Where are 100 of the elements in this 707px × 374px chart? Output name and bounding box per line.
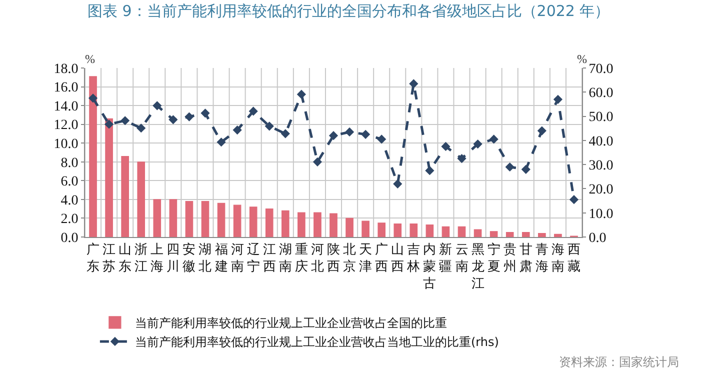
point — [88, 94, 98, 103]
point — [489, 134, 498, 144]
bar — [185, 201, 194, 237]
bar — [554, 234, 562, 237]
bar — [282, 210, 290, 237]
bar — [298, 212, 306, 237]
text: 资料来源：国家统计局 — [559, 355, 679, 369]
x-tick-label: 上海 — [150, 242, 164, 274]
bar — [249, 206, 258, 237]
point — [312, 157, 322, 166]
y2-axis-title: % — [577, 52, 587, 66]
point — [296, 90, 306, 99]
point — [409, 79, 418, 88]
point — [393, 179, 402, 188]
legend-label: 当前产能利用率较低的行业规上工业企业营收占全国的比重 — [134, 316, 447, 330]
point — [248, 106, 258, 116]
x-tick-label: 西藏 — [567, 242, 580, 274]
x-tick-label: 内蒙古 — [423, 242, 436, 292]
x-tick-label: 湖南 — [278, 242, 292, 274]
point — [361, 130, 370, 139]
x-tick-label: 吉林 — [406, 242, 420, 274]
x-tick-label: 新疆 — [439, 242, 452, 274]
y-tick-label: 10.0 — [54, 137, 78, 152]
x-tick-label: 广西 — [375, 242, 388, 274]
y2-tick-label: 60.0 — [588, 86, 614, 102]
bar — [169, 199, 178, 237]
point — [377, 134, 386, 144]
bar — [314, 212, 322, 237]
point — [200, 108, 210, 118]
y-tick-label: 8.0 — [60, 156, 78, 171]
bar — [233, 204, 242, 237]
x-tick-label: 黑龙江 — [471, 242, 484, 292]
x-tick-label: 山东 — [118, 242, 132, 274]
y-tick-label: 0.0 — [60, 230, 78, 246]
x-tick-label: 陕西 — [327, 242, 340, 274]
x-tick-label: 海南 — [551, 242, 564, 274]
point — [232, 126, 242, 135]
bar — [426, 224, 434, 237]
point — [120, 116, 130, 126]
x-tick-label: 辽宁 — [246, 242, 260, 274]
y-tick-label: 18.0 — [54, 62, 78, 77]
bar — [394, 224, 402, 237]
point — [136, 124, 146, 133]
point — [168, 115, 178, 124]
bar — [153, 199, 162, 237]
bar — [265, 208, 274, 237]
point — [569, 195, 579, 204]
bar — [362, 220, 370, 237]
chart-title: 图表 9：当前产能利用率较低的行业的全国分布和各省级地区占比（2022 年） — [87, 2, 610, 20]
bar — [105, 118, 113, 237]
x-tick-label: 贵州 — [503, 242, 516, 274]
point — [457, 154, 466, 164]
bar — [378, 222, 386, 237]
bar — [201, 201, 210, 237]
point — [473, 140, 482, 149]
x-tick-label: 河南 — [230, 242, 244, 274]
x-tick-label: 北京 — [343, 242, 356, 274]
y2-tick-label: 40.0 — [588, 134, 614, 150]
x-tick-label: 重庆 — [294, 242, 308, 274]
point — [152, 101, 162, 110]
x-tick-label: 宁夏 — [487, 242, 500, 274]
point — [184, 112, 194, 122]
bar — [458, 226, 466, 237]
x-tick-label: 甘肃 — [519, 242, 532, 274]
point — [344, 127, 354, 137]
x-tick-label: 浙江 — [134, 242, 148, 274]
x-tick-label: 江苏 — [102, 242, 116, 274]
x-tick-label: 四川 — [166, 242, 180, 274]
x-tick-label: 山西 — [391, 242, 404, 274]
point — [425, 166, 434, 176]
y-tick-label: 2.0 — [60, 212, 78, 228]
bar — [506, 232, 514, 237]
x-tick-label: 安徽 — [182, 242, 196, 274]
x-tick-label: 江西 — [262, 242, 276, 274]
x-tick-label: 云南 — [455, 242, 468, 274]
bar — [442, 226, 450, 237]
bar — [490, 231, 498, 237]
point — [264, 122, 274, 131]
point — [521, 164, 530, 174]
y-tick-label: 14.0 — [54, 99, 78, 114]
legend-label: 当前产能利用率较低的行业规上工业企业营收占当地工业的比重(rhs) — [134, 335, 499, 350]
x-tick-label: 福建 — [214, 242, 228, 274]
y2-tick-label: 50.0 — [588, 110, 614, 126]
x-tick-label: 湖北 — [198, 242, 212, 274]
bar — [538, 232, 546, 237]
point — [328, 131, 338, 140]
bar — [217, 202, 226, 237]
x-tick-label: 广东 — [86, 242, 100, 274]
y-axis-title: % — [85, 52, 95, 66]
y2-tick-label: 20.0 — [588, 182, 614, 198]
point — [537, 126, 546, 136]
point — [441, 142, 450, 152]
y-tick-label: 4.0 — [60, 193, 78, 208]
x-tick-label: 天津 — [359, 242, 372, 274]
point — [280, 129, 290, 138]
y-tick-label: 12.0 — [54, 118, 78, 134]
y2-tick-label: 70.0 — [588, 62, 614, 77]
bar — [137, 162, 146, 237]
point — [104, 120, 114, 129]
point — [216, 138, 226, 147]
